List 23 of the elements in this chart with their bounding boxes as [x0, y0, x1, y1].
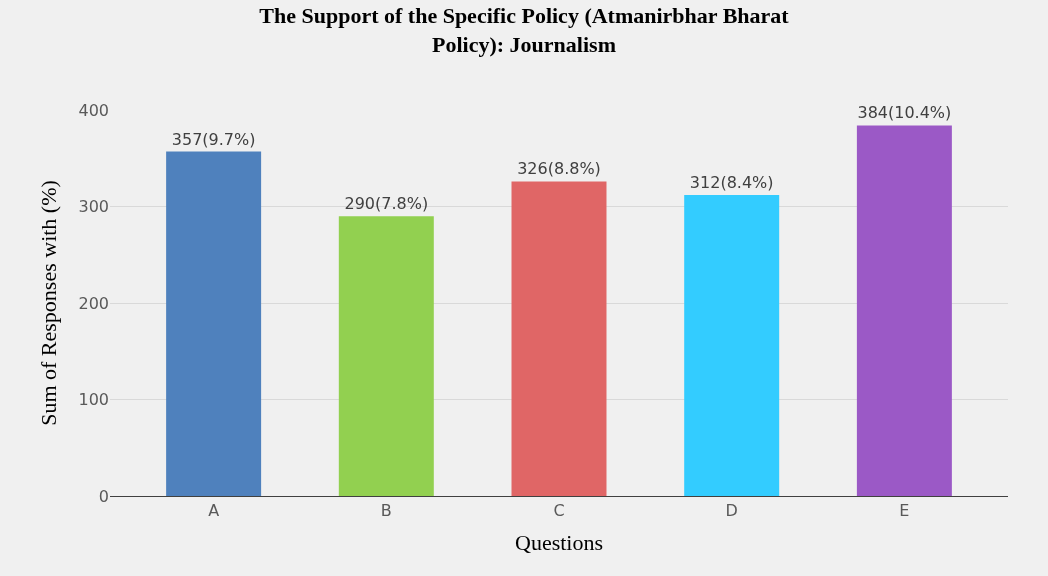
bar — [166, 151, 262, 496]
y-axis-title: Sum of Responses with (%) — [36, 180, 62, 426]
x-tick-label: B — [380, 501, 392, 521]
data-label: 357(9.7%) — [171, 129, 256, 149]
y-tick-label: 400 — [78, 100, 109, 120]
y-tick-label: 300 — [78, 197, 109, 217]
bar — [338, 216, 434, 496]
bar — [684, 194, 780, 496]
data-label: 384(10.4%) — [857, 103, 952, 123]
x-tick-label: C — [553, 501, 565, 521]
bar — [511, 181, 607, 496]
data-label: 290(7.8%) — [344, 194, 429, 214]
x-tick-label: D — [725, 501, 738, 521]
bar — [856, 125, 952, 496]
y-tick-label: 0 — [98, 486, 109, 506]
y-tick-label: 100 — [78, 390, 109, 410]
x-axis-title: Questions — [515, 530, 603, 556]
data-label: 312(8.4%) — [689, 172, 774, 192]
data-label: 326(8.8%) — [517, 159, 601, 179]
y-tick-label: 200 — [78, 293, 109, 313]
chart-title: The Support of the Specific Policy (Atmanirbhar Bharat Policy): Journalism — [259, 3, 790, 57]
x-tick-label: A — [208, 501, 220, 521]
x-tick-label: E — [899, 501, 910, 521]
